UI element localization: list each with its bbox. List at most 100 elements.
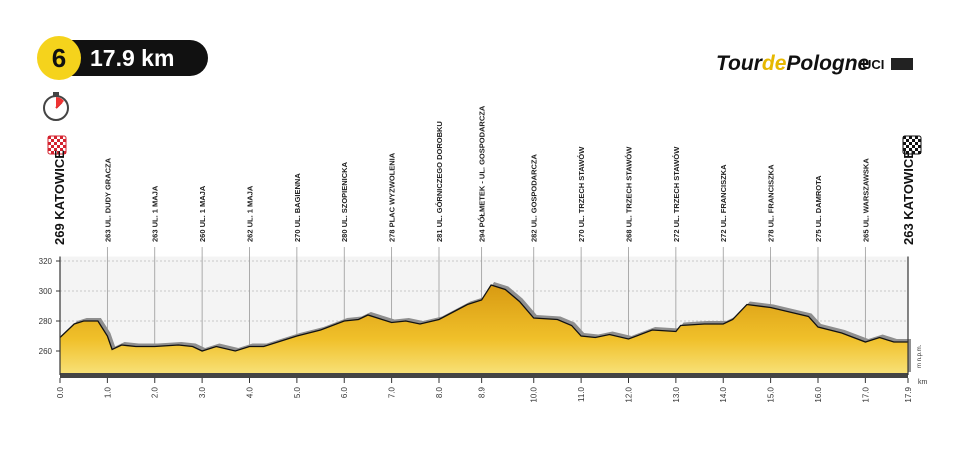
logo-part: Tour [716, 52, 764, 75]
flag-square [63, 139, 66, 142]
flag-square [918, 145, 921, 148]
waypoint-label: 270 UL. BAGIENNA [293, 173, 302, 242]
x-tick-label: 2.0 [151, 386, 160, 398]
waypoint-label: 275 UL. DAMROTA [814, 175, 823, 242]
y-tick-label: 300 [39, 287, 53, 296]
x-tick-label: 14.0 [719, 386, 728, 402]
flag-square [60, 136, 63, 139]
flag-square [912, 139, 915, 142]
flag-square [915, 136, 918, 139]
x-tick-label: 3.0 [198, 386, 207, 398]
flag-square [906, 148, 909, 151]
flag-square [915, 148, 918, 151]
flag-square [912, 151, 915, 154]
profile-line [59, 284, 908, 352]
flag-square [48, 142, 51, 145]
flag-square [918, 151, 921, 154]
finish-flag-icon [902, 135, 922, 155]
flag-square [54, 136, 57, 139]
flag-square [903, 136, 906, 139]
flag-square [903, 148, 906, 151]
flag-square [912, 148, 915, 151]
x-tick-label: 17.9 [904, 386, 913, 402]
flag-square [48, 136, 51, 139]
flag-square [915, 145, 918, 148]
x-tick-label: 6.0 [340, 386, 349, 398]
flag-square [51, 148, 54, 151]
flag-square [918, 142, 921, 145]
flag-square [54, 148, 57, 151]
flag-square [906, 136, 909, 139]
flag-border [902, 135, 922, 155]
x-tick-label: 12.0 [624, 386, 633, 402]
waypoint-label: 294 PÓŁMETEK - UL. GOSPODARCZA [478, 105, 487, 242]
logo-part: de [762, 52, 787, 75]
logo-part: Pologne [786, 52, 869, 75]
y-tick-label: 280 [39, 317, 53, 326]
waypoint-label: 260 UL. 1 MAJA [198, 185, 207, 242]
stage-badge [38, 40, 208, 76]
y-tick-label: 320 [39, 257, 53, 266]
stage-number-circle [37, 36, 81, 80]
flag-square [912, 145, 915, 148]
logo: TourdePologne [716, 52, 870, 75]
flag-square [918, 136, 921, 139]
flag-square [915, 151, 918, 154]
x-tick-label: 11.0 [577, 386, 586, 402]
waypoint-label: 280 UL. SZOPIENICKA [340, 161, 349, 242]
flag-square [909, 139, 912, 142]
flag-square [51, 139, 54, 142]
flag-square [60, 139, 63, 142]
flag-square [903, 145, 906, 148]
x-unit: km [918, 379, 928, 386]
flag-square [48, 139, 51, 142]
flag-square [57, 139, 60, 142]
x-tick-label: 8.0 [435, 386, 444, 398]
flag-square [48, 145, 51, 148]
flag-square [48, 148, 51, 151]
waypoint-label: 262 UL. 1 MAJA [245, 185, 254, 242]
flag-square [912, 142, 915, 145]
stage-distance: 17.9 km [90, 45, 174, 71]
flag-square [57, 145, 60, 148]
flag-square [909, 151, 912, 154]
x-tick-label: 16.0 [814, 386, 823, 402]
flag-square [63, 151, 66, 154]
waypoint-label: 268 UL. TRZECH STAWÓW [624, 146, 633, 242]
x-tick-label: 4.0 [245, 386, 254, 398]
flag-square [915, 139, 918, 142]
waypoint-label: 272 UL. FRANCISZKA [719, 164, 728, 242]
start-label: 269 KATOWICE [52, 150, 67, 245]
flag-square [906, 145, 909, 148]
flag-square [918, 148, 921, 151]
profile-area [60, 285, 908, 375]
flag-square [903, 139, 906, 142]
stopwatch-icon [43, 92, 69, 121]
flag-square [909, 148, 912, 151]
flag-square [63, 148, 66, 151]
flag-square [909, 136, 912, 139]
waypoint-label: 263 UL. DUDY GRACZA [103, 157, 112, 242]
x-tick-label: 8.9 [478, 386, 487, 398]
flag-square [906, 139, 909, 142]
flag-square [918, 139, 921, 142]
flag-square [51, 136, 54, 139]
start-flag-icon [47, 135, 67, 155]
uci-logo: UCI [862, 57, 884, 72]
x-tick-label: 15.0 [767, 386, 776, 402]
waypoint-label: 278 UL. FRANCISZKA [767, 164, 776, 242]
waypoint-label: 270 UL. TRZECH STAWÓW [577, 146, 586, 242]
flag-square [54, 151, 57, 154]
waypoint-label: 281 UL. GÓRNICZEGO DOROBKU [435, 121, 444, 242]
flag-square [60, 142, 63, 145]
x-axis-band [60, 373, 908, 378]
waypoint-label: 272 UL. TRZECH STAWÓW [672, 146, 681, 242]
x-tick-label: 17.0 [861, 386, 870, 402]
x-tick-label: 0.0 [56, 386, 65, 398]
flag-square [906, 151, 909, 154]
flag-square [51, 151, 54, 154]
flag-square [54, 145, 57, 148]
world-tour-badge [891, 58, 913, 70]
